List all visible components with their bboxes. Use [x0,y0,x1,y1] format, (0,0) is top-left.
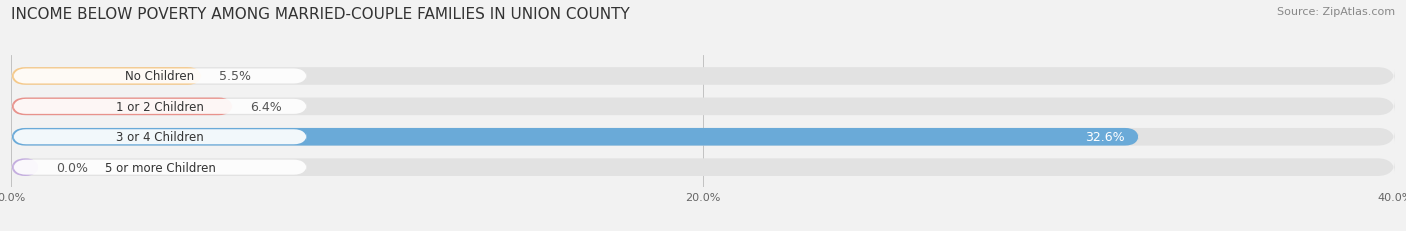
FancyBboxPatch shape [13,130,307,145]
FancyBboxPatch shape [13,69,307,84]
Text: 5.5%: 5.5% [219,70,250,83]
Text: 0.0%: 0.0% [56,161,89,174]
FancyBboxPatch shape [11,98,1395,116]
FancyBboxPatch shape [13,160,307,175]
Text: 6.4%: 6.4% [250,100,281,113]
Text: No Children: No Children [125,70,194,83]
Text: 3 or 4 Children: 3 or 4 Children [117,131,204,144]
Text: Source: ZipAtlas.com: Source: ZipAtlas.com [1277,7,1395,17]
FancyBboxPatch shape [11,159,1395,176]
FancyBboxPatch shape [11,128,1395,146]
FancyBboxPatch shape [11,98,232,116]
Text: 32.6%: 32.6% [1085,131,1125,144]
Text: 1 or 2 Children: 1 or 2 Children [117,100,204,113]
Text: INCOME BELOW POVERTY AMONG MARRIED-COUPLE FAMILIES IN UNION COUNTY: INCOME BELOW POVERTY AMONG MARRIED-COUPL… [11,7,630,22]
FancyBboxPatch shape [11,128,1139,146]
FancyBboxPatch shape [13,99,307,114]
FancyBboxPatch shape [11,68,1395,85]
Text: 5 or more Children: 5 or more Children [104,161,215,174]
FancyBboxPatch shape [11,68,201,85]
FancyBboxPatch shape [11,159,39,176]
